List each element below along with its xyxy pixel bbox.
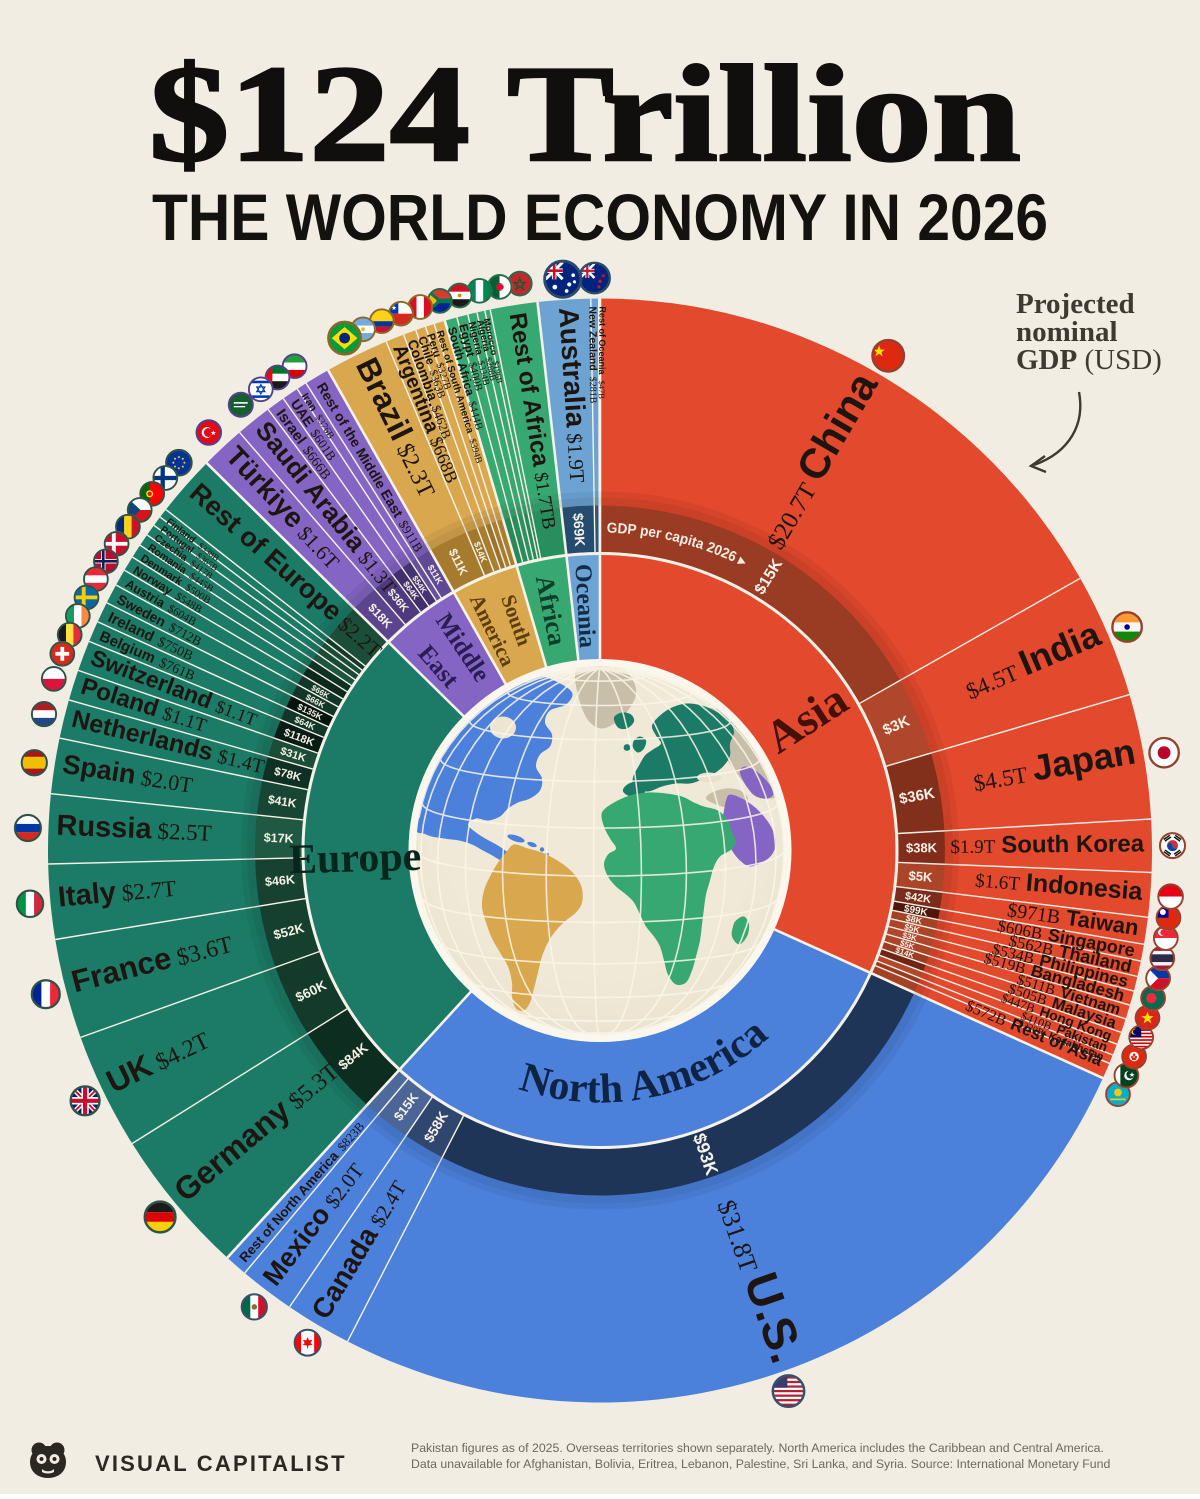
svg-text:GDP (USD): GDP (USD) xyxy=(1016,344,1162,376)
svg-text:Oceania: Oceania xyxy=(569,563,600,648)
svg-text:nominal: nominal xyxy=(1016,316,1118,348)
svg-text:VISUAL CAPITALIST: VISUAL CAPITALIST xyxy=(95,1451,347,1476)
svg-text:Projected: Projected xyxy=(1016,288,1135,320)
svg-text:$8K: $8K xyxy=(905,913,924,926)
svg-text:$41K: $41K xyxy=(267,792,298,810)
svg-text:Russia$2.5T: Russia $2.5T xyxy=(56,810,213,848)
svg-text:$42K: $42K xyxy=(904,890,932,906)
svg-text:$46K: $46K xyxy=(264,872,295,889)
svg-text:$36K: $36K xyxy=(898,785,936,808)
svg-text:$3K: $3K xyxy=(901,930,918,943)
svg-text:Europe: Europe xyxy=(288,834,421,883)
svg-text:Italy$2.7T: Italy $2.7T xyxy=(57,871,178,914)
svg-text:Pakistan figures as of 2025. O: Pakistan figures as of 2025. Overseas te… xyxy=(411,1441,1104,1455)
svg-text:Rest of Oceania$47B: Rest of Oceania$47B xyxy=(597,306,608,399)
svg-text:$5K: $5K xyxy=(908,868,934,885)
svg-text:$69K: $69K xyxy=(570,512,588,546)
svg-text:$38K: $38K xyxy=(906,840,938,855)
svg-text:$99K: $99K xyxy=(903,903,929,918)
svg-text:$5K: $5K xyxy=(899,938,916,951)
svg-text:$5K: $5K xyxy=(903,921,921,935)
svg-text:New Zealand$281B: New Zealand$281B xyxy=(586,306,599,403)
svg-text:THE WORLD ECONOMY IN 2026: THE WORLD ECONOMY IN 2026 xyxy=(152,180,1048,254)
svg-text:Data unavailable for Afghanist: Data unavailable for Afghanistan, Bolivi… xyxy=(411,1457,1110,1471)
svg-text:$124 Trillion: $124 Trillion xyxy=(149,37,1021,190)
svg-text:$17K: $17K xyxy=(263,831,293,846)
